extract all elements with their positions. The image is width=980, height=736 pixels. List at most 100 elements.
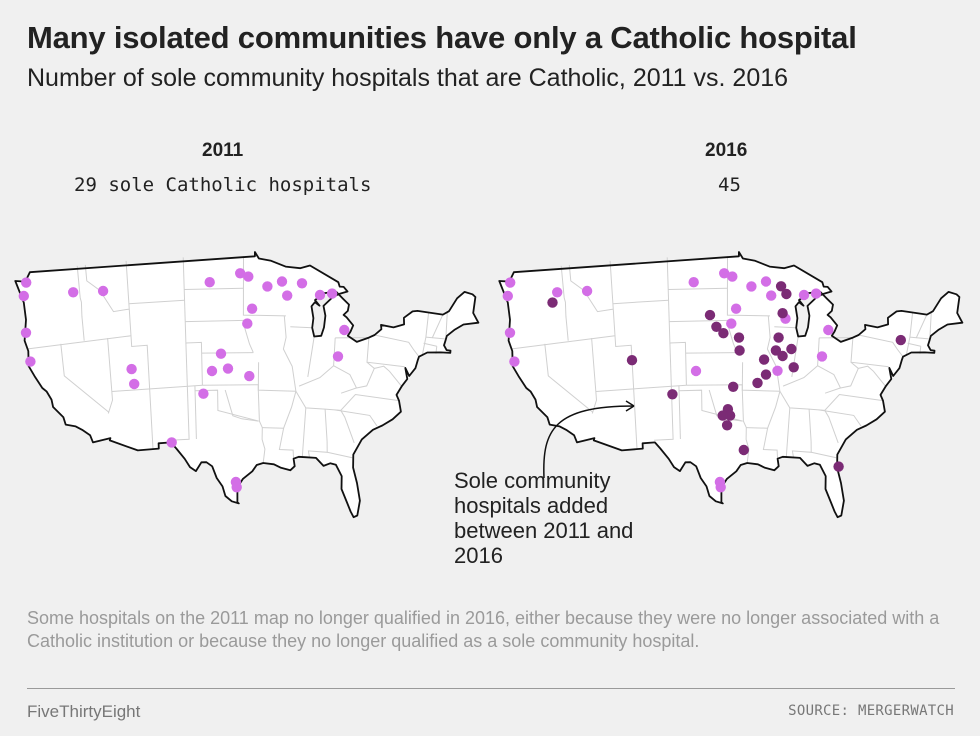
map-2016-count: 45 bbox=[718, 174, 741, 196]
state-border bbox=[668, 287, 728, 290]
state-border bbox=[185, 319, 245, 323]
state-border bbox=[929, 311, 932, 336]
state-border bbox=[774, 326, 797, 329]
state-border bbox=[184, 287, 244, 290]
state-border bbox=[669, 319, 729, 323]
state-border bbox=[817, 337, 842, 389]
state-border bbox=[423, 342, 437, 347]
state-border bbox=[128, 299, 185, 305]
annotation-text: Sole community hospitals added between 2… bbox=[454, 468, 634, 568]
state-border bbox=[678, 385, 681, 440]
hospital-dot bbox=[68, 287, 79, 298]
hospital-dot bbox=[20, 327, 32, 338]
hospital-dot-added bbox=[788, 362, 799, 373]
hospital-dot-added bbox=[738, 444, 749, 456]
map-2011-count: 29 sole Catholic hospitals bbox=[74, 174, 372, 196]
hospital-dot-added bbox=[667, 389, 678, 400]
hospital-dot bbox=[730, 303, 742, 314]
state-border bbox=[366, 361, 402, 387]
hospital-dot bbox=[166, 437, 177, 448]
hospital-dot bbox=[746, 281, 757, 292]
state-border bbox=[290, 326, 313, 329]
state-border bbox=[685, 352, 738, 354]
hospital-dot-added bbox=[786, 343, 797, 355]
hospital-dot bbox=[726, 318, 737, 329]
state-border bbox=[909, 336, 929, 340]
arrow-head bbox=[625, 400, 635, 412]
hospital-dot bbox=[727, 271, 738, 282]
hospital-dot bbox=[798, 289, 810, 301]
hospital-dots-2011 bbox=[18, 268, 350, 493]
hospital-dot-added bbox=[775, 281, 787, 292]
hospital-dot-added bbox=[733, 332, 745, 343]
hospital-dot-added bbox=[781, 288, 792, 300]
state-border bbox=[445, 311, 448, 336]
state-border bbox=[76, 265, 85, 341]
hospital-dot-added bbox=[704, 309, 716, 321]
map-2016 bbox=[498, 251, 964, 519]
map-2011 bbox=[14, 251, 480, 519]
state-border bbox=[425, 336, 445, 340]
hospital-dot bbox=[21, 277, 32, 288]
hospital-dot bbox=[816, 351, 828, 362]
state-border bbox=[654, 342, 674, 441]
hospital-dot bbox=[715, 482, 726, 493]
hospital-dot bbox=[502, 290, 513, 302]
hospital-dot bbox=[276, 276, 288, 287]
hospital-dot bbox=[339, 324, 350, 336]
hospital-dot bbox=[262, 281, 273, 292]
state-border bbox=[298, 365, 334, 387]
state-border bbox=[746, 427, 779, 459]
hospital-dot bbox=[282, 290, 293, 301]
hospital-dot bbox=[332, 351, 344, 362]
hospital-dot-added bbox=[752, 377, 763, 389]
hospital-dot-added bbox=[728, 381, 739, 392]
hospital-dot bbox=[242, 318, 253, 329]
source-label: SOURCE: MERGERWATCH bbox=[788, 703, 954, 719]
state-border bbox=[340, 410, 355, 444]
hospital-dot bbox=[222, 363, 234, 374]
chart-subtitle: Number of sole community hospitals that … bbox=[27, 64, 789, 92]
state-border bbox=[295, 391, 400, 411]
footer-divider bbox=[27, 688, 955, 689]
hospital-dot-added bbox=[734, 345, 745, 356]
map-2016-year: 2016 bbox=[705, 140, 748, 161]
state-border bbox=[811, 451, 837, 459]
hospital-dot bbox=[246, 303, 258, 314]
state-border bbox=[282, 315, 297, 429]
hospital-dot bbox=[129, 378, 140, 390]
hospital-dot-added bbox=[760, 369, 772, 380]
us-map-2011 bbox=[14, 251, 480, 519]
hospital-dot bbox=[688, 277, 699, 288]
hospital-dots-2016 bbox=[502, 268, 906, 493]
hospital-dot bbox=[581, 285, 593, 297]
hospital-dot bbox=[18, 290, 29, 302]
state-border bbox=[201, 352, 254, 354]
state-border bbox=[27, 335, 132, 350]
state-border bbox=[334, 409, 378, 427]
hospital-dot bbox=[215, 348, 227, 359]
hospital-dot bbox=[772, 365, 783, 376]
hospital-dot bbox=[326, 288, 338, 299]
state-border bbox=[560, 265, 569, 341]
hospital-dot-added bbox=[711, 321, 722, 332]
hospital-dot bbox=[231, 482, 242, 493]
footnote: Some hospitals on the 2011 map no longer… bbox=[27, 608, 940, 651]
hospital-dot-added bbox=[777, 308, 788, 319]
state-border bbox=[327, 451, 353, 459]
state-border bbox=[194, 385, 197, 440]
state-border bbox=[907, 342, 921, 347]
hospital-dot-added bbox=[777, 350, 788, 362]
state-border bbox=[511, 335, 616, 350]
state-border bbox=[858, 334, 904, 358]
hospital-dot bbox=[766, 290, 777, 301]
state-border bbox=[544, 343, 594, 413]
hospital-dot bbox=[97, 285, 109, 297]
state-border bbox=[850, 361, 886, 387]
hospital-dot bbox=[235, 268, 246, 279]
state-border bbox=[125, 260, 154, 450]
hospital-dot bbox=[504, 327, 516, 338]
state-border bbox=[782, 365, 818, 387]
hospital-dot bbox=[690, 365, 702, 377]
hospital-dot bbox=[760, 276, 772, 287]
